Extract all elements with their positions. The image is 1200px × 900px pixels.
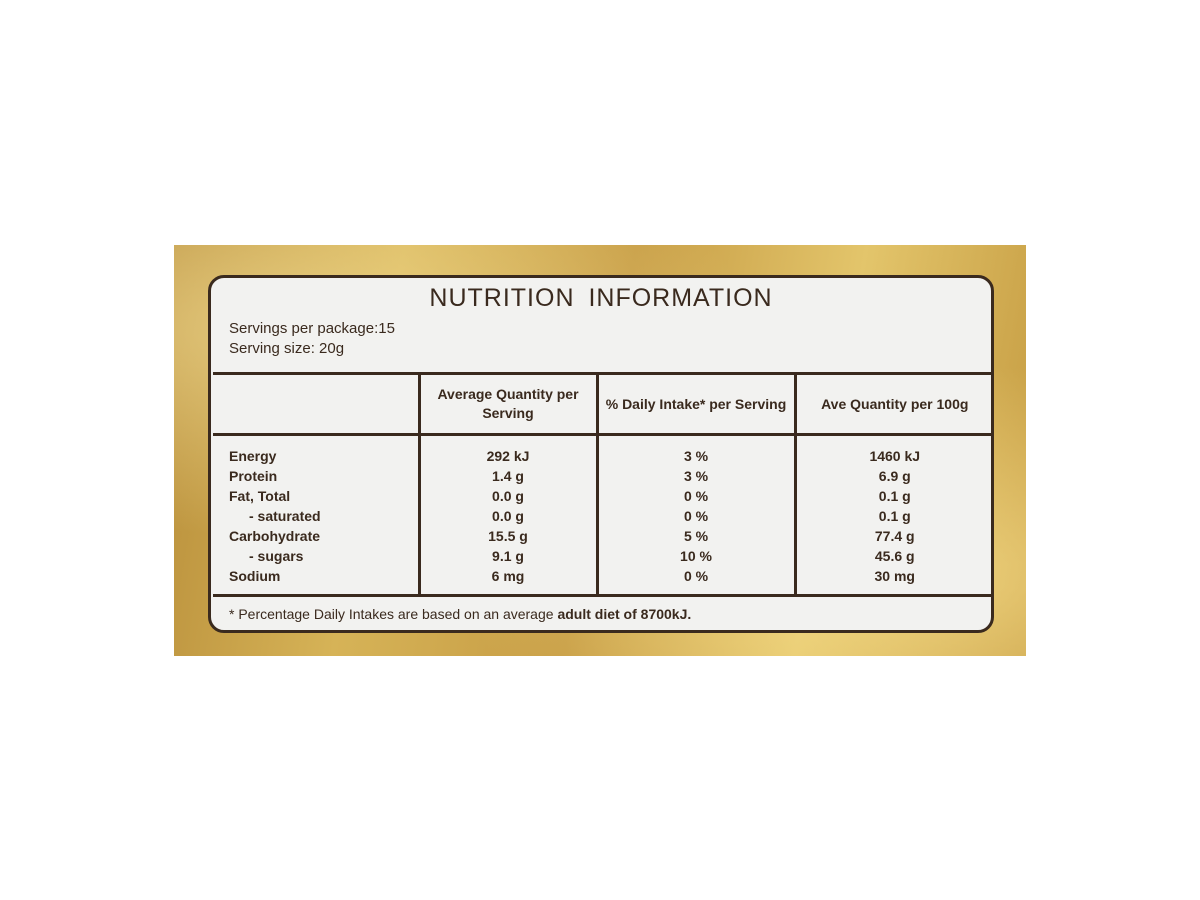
daily-intake-value: 0 % (595, 566, 795, 596)
nutrient-name: Protein (229, 468, 278, 484)
header-daily-intake: % Daily Intake* per Serving (595, 372, 795, 436)
footnote: * Percentage Daily Intakes are based on … (213, 594, 991, 630)
table-row: Protein 1.4 g 3 % 6.9 g (213, 466, 991, 486)
per-100g-value: 6.9 g (793, 466, 991, 486)
per-serving-value: 0.0 g (417, 486, 597, 506)
nutrient-name: Carbohydrate (229, 528, 321, 544)
header-avg-per-serving: Average Quantity per Serving (417, 372, 597, 436)
per-serving-value: 9.1 g (417, 546, 597, 566)
daily-intake-value: 5 % (595, 526, 795, 546)
table-row: Energy 292 kJ 3 % 1460 kJ (213, 434, 991, 466)
nutrient-name: Energy (229, 448, 277, 464)
table-row: Carbohydrate 15.5 g 5 % 77.4 g (213, 526, 991, 546)
label-title: NUTRITION INFORMATION (429, 284, 773, 312)
footnote-row: * Percentage Daily Intakes are based on … (213, 594, 991, 630)
per-100g-value: 30 mg (793, 566, 991, 596)
nutrient-name: Fat, Total (229, 488, 291, 504)
table-row: - sugars 9.1 g 10 % 45.6 g (213, 546, 991, 566)
per-100g-value: 1460 kJ (793, 434, 991, 466)
per-serving-value: 15.5 g (417, 526, 597, 546)
daily-intake-value: 3 % (595, 466, 795, 486)
nutrient-name: - sugars (249, 548, 304, 564)
nutrition-table: Average Quantity per Serving % Daily Int… (213, 372, 991, 630)
per-100g-value: 0.1 g (793, 486, 991, 506)
footnote-text: * Percentage Daily Intakes are based on … (229, 606, 558, 622)
servings-per-package: Servings per package:15 (229, 320, 395, 337)
daily-intake-value: 10 % (595, 546, 795, 566)
daily-intake-value: 0 % (595, 506, 795, 526)
nutrient-name: Sodium (229, 568, 281, 584)
nutrition-label: NUTRITION INFORMATION Servings per packa… (208, 275, 994, 633)
per-100g-value: 45.6 g (793, 546, 991, 566)
table-row: Sodium 6 mg 0 % 30 mg (213, 566, 991, 596)
serving-size: Serving size: 20g (229, 340, 345, 357)
per-serving-value: 0.0 g (417, 506, 597, 526)
table-header-row: Average Quantity per Serving % Daily Int… (213, 372, 991, 436)
daily-intake-value: 0 % (595, 486, 795, 506)
header-nutrient (213, 372, 419, 436)
per-serving-value: 6 mg (417, 566, 597, 596)
header-per-100g: Ave Quantity per 100g (793, 372, 991, 436)
table-row: - saturated 0.0 g 0 % 0.1 g (213, 506, 991, 526)
per-serving-value: 292 kJ (417, 434, 597, 466)
footnote-bold-text: adult diet of 8700kJ. (557, 606, 692, 622)
daily-intake-value: 3 % (595, 434, 795, 466)
table-row: Fat, Total 0.0 g 0 % 0.1 g (213, 486, 991, 506)
per-100g-value: 77.4 g (793, 526, 991, 546)
per-100g-value: 0.1 g (793, 506, 991, 526)
per-serving-value: 1.4 g (417, 466, 597, 486)
nutrient-name: - saturated (249, 508, 321, 524)
